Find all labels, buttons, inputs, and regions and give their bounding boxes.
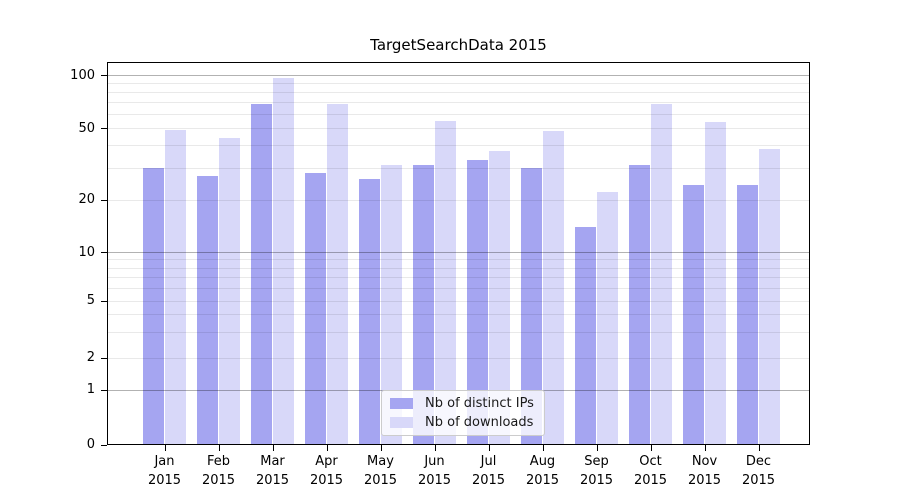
bar-distinct-ips-sep [574,226,597,445]
bar-downloads-feb [218,137,241,445]
x-tick-label-oct: Oct 2015 [633,454,668,488]
bar-downloads-may [380,165,403,445]
x-tick-mark-jun [434,445,436,451]
y-tick-label-50: 50 [78,120,95,136]
legend-swatch-distinct-ips [390,398,413,409]
y-tick-label-10: 10 [78,244,95,260]
x-tick-label-apr: Apr 2015 [309,454,344,488]
y-tick-mark-0 [101,444,107,446]
y-tick-label-1: 1 [86,382,95,397]
x-tick-label-dec: Dec 2015 [741,454,776,488]
y-tick-label-2: 2 [86,350,95,365]
bar-distinct-ips-may [358,179,381,445]
x-tick-mark-jan [164,445,166,451]
x-tick-mark-feb [218,445,220,451]
x-tick-label-sep: Sep 2015 [579,454,614,488]
x-tick-label-mar: Mar 2015 [255,454,290,488]
bar-downloads-jan [164,129,187,445]
bar-distinct-ips-aug [520,167,543,445]
legend-label-downloads: Nb of downloads [425,415,534,430]
bar-downloads-apr [326,104,349,445]
y-tick-mark-2 [101,357,107,359]
plot-area [107,62,810,445]
x-tick-mark-mar [272,445,274,451]
y-tick-label-20: 20 [78,192,95,207]
minor-gridline-90 [107,83,810,85]
bar-distinct-ips-jun [412,165,435,445]
legend-swatch-downloads [390,417,413,428]
x-tick-label-jun: Jun 2015 [417,454,452,488]
x-tick-mark-may [380,445,382,451]
minor-gridline-70 [107,102,810,104]
y-tick-label-100: 100 [70,67,95,83]
y-tick-mark-100 [101,75,107,76]
x-tick-mark-oct [650,445,652,451]
bar-downloads-oct [650,104,673,445]
bar-downloads-jul [488,151,511,445]
x-tick-mark-nov [704,445,706,451]
bar-distinct-ips-mar [250,104,273,445]
chart-title: TargetSearchData 2015 [370,36,547,54]
bar-distinct-ips-jan [142,167,165,445]
bar-downloads-aug [542,131,565,445]
legend-row-downloads: Nb of downloads [390,415,536,430]
x-tick-label-jul: Jul 2015 [471,454,506,488]
x-tick-label-jan: Jan 2015 [147,454,182,488]
bar-downloads-nov [704,122,727,445]
bar-distinct-ips-apr [304,173,327,445]
x-tick-label-may: May 2015 [363,454,398,488]
y-tick-mark-1 [101,389,107,391]
y-tick-label-5: 5 [86,293,95,308]
legend-label-distinct-ips: Nb of distinct IPs [425,396,534,411]
y-tick-label-0: 0 [86,437,95,452]
bar-distinct-ips-nov [682,185,705,445]
x-tick-mark-aug [542,445,544,451]
y-tick-mark-20 [101,199,107,201]
bar-distinct-ips-jul [466,160,489,445]
y-tick-mark-5 [101,300,107,302]
bar-downloads-mar [272,78,295,445]
x-tick-label-feb: Feb 2015 [201,454,236,488]
x-tick-mark-dec [758,445,760,451]
bar-distinct-ips-oct [628,165,651,445]
x-tick-mark-jul [488,445,490,451]
minor-gridline-60 [107,114,810,116]
decade-gridline-100 [107,75,810,76]
minor-gridline-80 [107,92,810,94]
x-tick-mark-apr [326,445,328,451]
y-tick-mark-50 [101,128,107,129]
x-tick-label-nov: Nov 2015 [687,454,722,488]
y-tick-mark-10 [101,252,107,253]
bar-downloads-jun [434,120,457,445]
bar-downloads-sep [596,192,619,445]
legend: Nb of distinct IPs Nb of downloads [381,390,545,436]
x-tick-mark-sep [596,445,598,451]
x-tick-label-aug: Aug 2015 [525,454,560,488]
bar-distinct-ips-feb [196,176,219,445]
bar-distinct-ips-dec [736,185,759,445]
legend-row-distinct-ips: Nb of distinct IPs [390,396,536,411]
bar-downloads-dec [758,149,781,445]
